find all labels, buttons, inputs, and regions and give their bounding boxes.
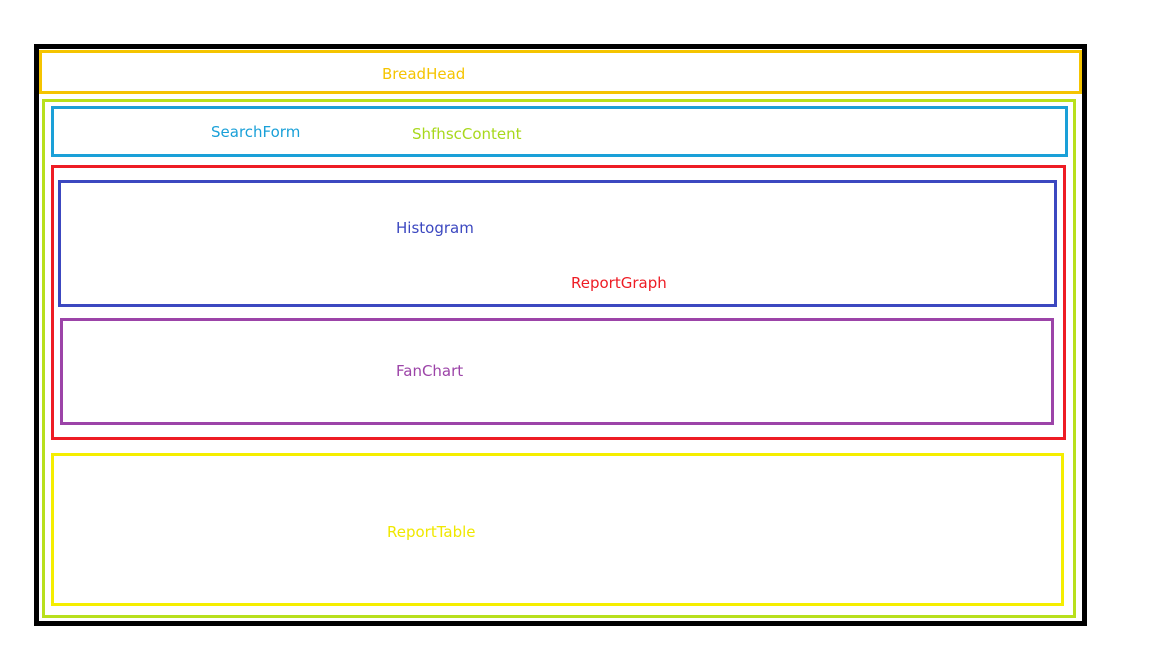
histogram-label: Histogram	[396, 219, 474, 237]
report-graph-region	[51, 165, 1066, 440]
outer-page-frame	[34, 44, 1087, 626]
shfhsc-content-region	[42, 99, 1076, 618]
fan-chart-region	[60, 318, 1054, 425]
histogram-region	[58, 180, 1057, 307]
shfhsc-content-label: ShfhscContent	[412, 125, 522, 143]
report-table-region	[51, 453, 1064, 606]
bread-head-label: BreadHead	[382, 65, 466, 83]
report-table-label: ReportTable	[387, 523, 476, 541]
fan-chart-label: FanChart	[396, 362, 464, 380]
search-form-region	[51, 106, 1068, 157]
bread-head-region	[39, 50, 1082, 94]
report-graph-label: ReportGraph	[571, 274, 667, 292]
search-form-label: SearchForm	[211, 123, 301, 141]
